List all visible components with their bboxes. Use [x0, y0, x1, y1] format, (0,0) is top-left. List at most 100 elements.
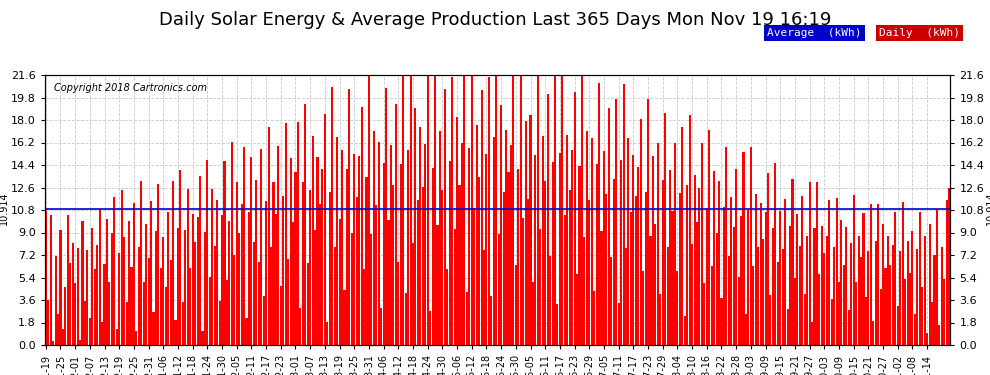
Bar	[716, 233, 718, 345]
Bar	[444, 89, 446, 345]
Bar	[490, 296, 492, 345]
Bar	[726, 147, 728, 345]
Bar	[113, 197, 116, 345]
Bar	[786, 309, 789, 345]
Bar	[84, 301, 86, 345]
Bar	[527, 199, 529, 345]
Bar	[71, 243, 73, 345]
Bar	[64, 288, 66, 345]
Bar	[363, 269, 365, 345]
Bar	[429, 311, 432, 345]
Bar	[762, 239, 764, 345]
Bar	[312, 136, 314, 345]
Bar	[917, 249, 919, 345]
Bar	[448, 160, 450, 345]
Bar	[154, 231, 157, 345]
Bar	[294, 172, 297, 345]
Bar	[633, 156, 635, 345]
Bar	[475, 124, 478, 345]
Bar	[513, 45, 515, 345]
Bar	[128, 221, 130, 345]
Bar	[774, 162, 776, 345]
Bar	[694, 176, 696, 345]
Bar	[902, 202, 904, 345]
Bar	[644, 192, 646, 345]
Bar	[138, 247, 140, 345]
Bar	[857, 236, 859, 345]
Bar	[731, 196, 733, 345]
Bar	[336, 137, 339, 345]
Bar	[192, 214, 194, 345]
Bar	[860, 257, 862, 345]
Bar	[845, 226, 847, 345]
Bar	[503, 192, 505, 345]
Bar	[537, 69, 539, 345]
Bar	[522, 219, 525, 345]
Bar	[277, 146, 279, 345]
Bar	[466, 292, 468, 345]
Text: Average  (kWh): Average (kWh)	[767, 28, 861, 38]
Bar	[625, 248, 627, 345]
Bar	[904, 279, 906, 345]
Bar	[339, 219, 341, 345]
Bar	[757, 247, 759, 345]
Bar	[297, 122, 299, 345]
Bar	[187, 189, 189, 345]
Bar	[940, 248, 942, 345]
Bar	[152, 312, 154, 345]
Bar	[231, 142, 233, 345]
Bar	[573, 92, 575, 345]
Bar	[656, 143, 659, 345]
Bar	[601, 231, 603, 345]
Bar	[701, 142, 703, 345]
Bar	[89, 318, 91, 345]
Bar	[831, 299, 833, 345]
Bar	[307, 262, 309, 345]
Bar	[676, 271, 678, 345]
Bar	[126, 302, 128, 345]
Bar	[605, 194, 608, 345]
Bar	[327, 322, 329, 345]
Bar	[884, 268, 887, 345]
Bar	[850, 243, 852, 345]
Bar	[69, 263, 71, 345]
Bar	[174, 320, 176, 345]
Bar	[914, 314, 916, 345]
Bar	[382, 163, 385, 345]
Bar	[236, 182, 238, 345]
Bar	[57, 314, 59, 345]
Bar	[319, 204, 321, 345]
Bar	[618, 303, 620, 345]
Bar	[754, 194, 756, 345]
Bar	[824, 253, 826, 345]
Bar	[255, 180, 257, 345]
Bar	[358, 156, 360, 345]
Bar	[591, 138, 593, 345]
Bar	[654, 224, 656, 345]
Text: Daily Solar Energy & Average Production Last 365 Days Mon Nov 19 16:19: Daily Solar Energy & Average Production …	[158, 11, 832, 29]
Bar	[723, 207, 725, 345]
Bar	[563, 215, 566, 345]
Bar	[819, 273, 821, 345]
Bar	[796, 213, 798, 345]
Bar	[189, 268, 191, 345]
Bar	[485, 153, 487, 345]
Bar	[214, 246, 216, 345]
Bar	[613, 179, 615, 345]
Bar	[292, 222, 294, 345]
Bar	[698, 189, 701, 345]
Bar	[515, 265, 517, 345]
Bar	[400, 164, 402, 345]
Bar	[350, 233, 352, 345]
Bar	[424, 144, 427, 345]
Bar	[211, 189, 213, 345]
Bar	[686, 185, 688, 345]
Bar	[470, 56, 473, 345]
Bar	[593, 291, 595, 345]
Bar	[784, 200, 786, 345]
Bar	[101, 322, 103, 345]
Bar	[104, 264, 106, 345]
Bar	[488, 77, 490, 345]
Bar	[54, 256, 56, 345]
Bar	[870, 204, 872, 345]
